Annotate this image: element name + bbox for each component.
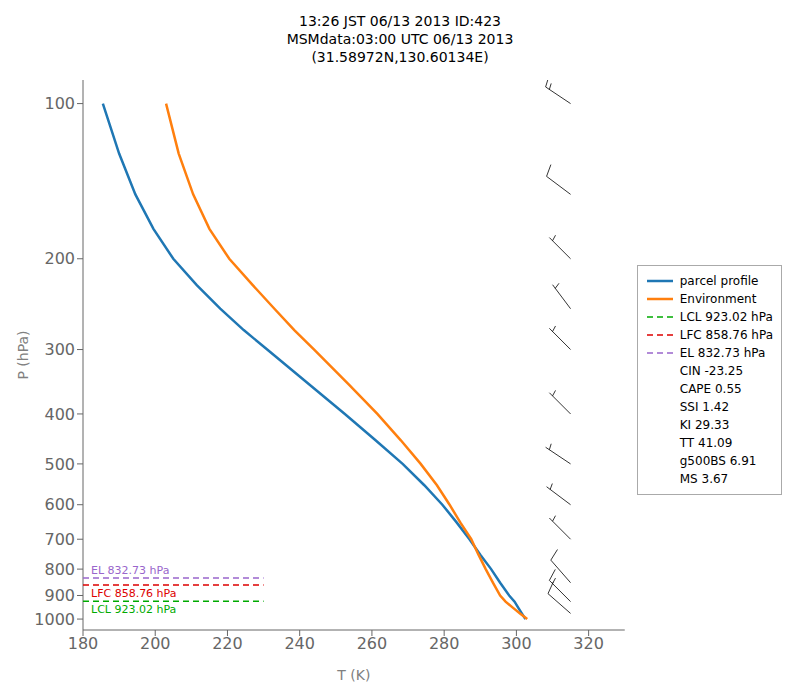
html-text:LFC 858.76 hPa: LFC 858.76 hPa <box>679 328 773 342</box>
svg-text:200: 200 <box>140 634 171 653</box>
svg-text:600: 600 <box>44 495 75 514</box>
html-text:KI 29.33: KI 29.33 <box>679 418 730 432</box>
svg-text:800: 800 <box>44 560 75 579</box>
html-text:parcel profile: parcel profile <box>679 274 759 288</box>
html-text:CAPE 0.55: CAPE 0.55 <box>679 382 742 396</box>
svg-text:240: 240 <box>284 634 315 653</box>
html-text:TT 41.09: TT 41.09 <box>679 436 733 450</box>
svg-text:P (hPa): P (hPa) <box>15 330 31 379</box>
svg-text:300: 300 <box>501 634 532 653</box>
html-text:CIN -23.25: CIN -23.25 <box>679 364 744 378</box>
html-text:13:26 JST 06/13 2013 ID:423: 13:26 JST 06/13 2013 ID:423 <box>299 13 501 29</box>
svg-text:180: 180 <box>68 634 99 653</box>
svg-text:T (K): T (K) <box>336 667 370 683</box>
svg-text:400: 400 <box>44 405 75 424</box>
html-text:(31.58972N,130.60134E): (31.58972N,130.60134E) <box>311 49 489 65</box>
svg-text:EL 832.73 hPa: EL 832.73 hPa <box>91 564 169 577</box>
svg-text:500: 500 <box>44 455 75 474</box>
html-text:MS 3.67: MS 3.67 <box>679 472 729 486</box>
svg-text:1000: 1000 <box>34 610 75 629</box>
html-text:EL 832.73 hPa: EL 832.73 hPa <box>679 346 766 360</box>
svg-text:260: 260 <box>357 634 388 653</box>
svg-text:LFC 858.76 hPa: LFC 858.76 hPa <box>91 587 176 600</box>
svg-text:LCL 923.02 hPa: LCL 923.02 hPa <box>91 603 176 616</box>
svg-text:100: 100 <box>44 94 75 113</box>
svg-text:200: 200 <box>44 249 75 268</box>
svg-text:700: 700 <box>44 530 75 549</box>
html-text:SSI 1.42: SSI 1.42 <box>679 400 730 414</box>
svg-text:300: 300 <box>44 340 75 359</box>
svg-text:280: 280 <box>429 634 460 653</box>
html-text:LCL 923.02 hPa: LCL 923.02 hPa <box>679 310 773 324</box>
html-text:Environment: Environment <box>679 292 757 306</box>
svg-text:900: 900 <box>44 586 75 605</box>
html-text:MSMdata:03:00 UTC 06/13 2013: MSMdata:03:00 UTC 06/13 2013 <box>286 31 514 47</box>
html-text:g500BS 6.91: g500BS 6.91 <box>679 454 757 468</box>
svg-text:320: 320 <box>573 634 604 653</box>
svg-text:220: 220 <box>212 634 243 653</box>
